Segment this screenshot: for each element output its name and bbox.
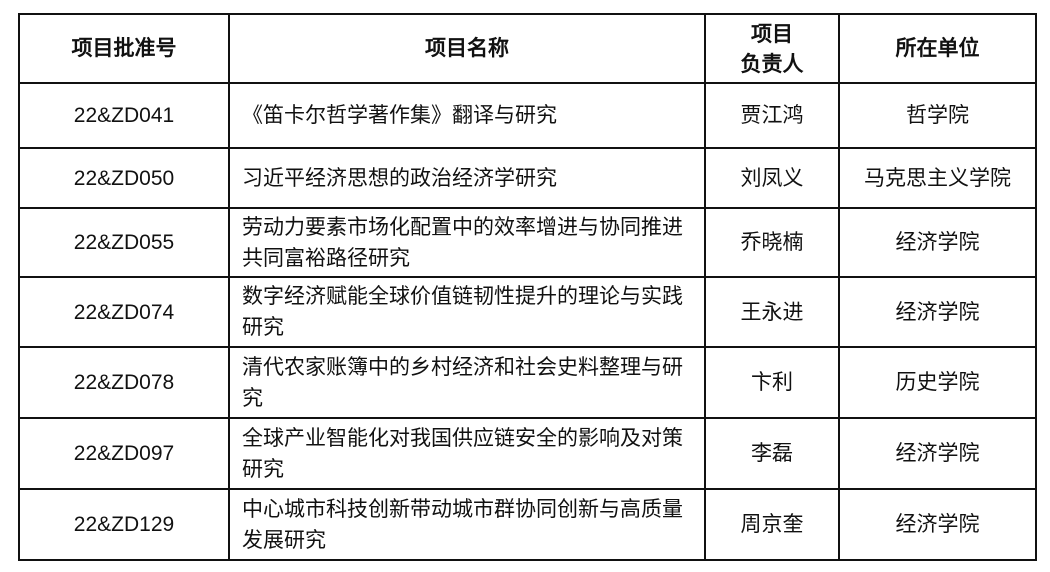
header-name: 项目名称 [228, 13, 706, 84]
table-row: 22&ZD074 数字经济赋能全球价值链韧性提升的理论与实践研究 王永进 经济学院 [18, 276, 1037, 348]
cell-name: 数字经济赋能全球价值链韧性提升的理论与实践研究 [228, 276, 706, 348]
cell-leader: 乔晓楠 [704, 207, 840, 278]
cell-name: 劳动力要素市场化配置中的效率增进与协同推进共同富裕路径研究 [228, 207, 706, 278]
cell-name: 中心城市科技创新带动城市群协同创新与高质量发展研究 [228, 488, 706, 561]
cell-unit: 经济学院 [838, 276, 1037, 348]
header-row: 项目批准号 项目名称 项目 负责人 所在单位 [18, 13, 1037, 84]
cell-name: 习近平经济思想的政治经济学研究 [228, 147, 706, 209]
table-row: 22&ZD097 全球产业智能化对我国供应链安全的影响及对策研究 李磊 经济学院 [18, 417, 1037, 490]
cell-unit: 经济学院 [838, 207, 1037, 278]
cell-code: 22&ZD097 [18, 417, 230, 490]
header-code: 项目批准号 [18, 13, 230, 84]
cell-leader: 周京奎 [704, 488, 840, 561]
header-leader: 项目 负责人 [704, 13, 840, 84]
table-row: 22&ZD129 中心城市科技创新带动城市群协同创新与高质量发展研究 周京奎 经济学院 [18, 488, 1037, 561]
cell-code: 22&ZD129 [18, 488, 230, 561]
cell-leader: 李磊 [704, 417, 840, 490]
cell-name: 清代农家账簿中的乡村经济和社会史料整理与研究 [228, 346, 706, 419]
cell-code: 22&ZD074 [18, 276, 230, 348]
header-unit: 所在单位 [838, 13, 1037, 84]
cell-unit: 历史学院 [838, 346, 1037, 419]
table-row: 22&ZD041 《笛卡尔哲学著作集》翻译与研究 贾江鸿 哲学院 [18, 82, 1037, 149]
projects-table: 项目批准号 项目名称 项目 负责人 所在单位 22&ZD041 《笛卡尔哲学著作集… [18, 13, 1037, 561]
cell-unit: 马克思主义学院 [838, 147, 1037, 209]
table-row: 22&ZD078 清代农家账簿中的乡村经济和社会史料整理与研究 卞利 历史学院 [18, 346, 1037, 419]
cell-code: 22&ZD041 [18, 82, 230, 149]
cell-code: 22&ZD078 [18, 346, 230, 419]
cell-name: 《笛卡尔哲学著作集》翻译与研究 [228, 82, 706, 149]
cell-unit: 哲学院 [838, 82, 1037, 149]
cell-unit: 经济学院 [838, 488, 1037, 561]
cell-leader: 王永进 [704, 276, 840, 348]
cell-code: 22&ZD050 [18, 147, 230, 209]
table-row: 22&ZD050 习近平经济思想的政治经济学研究 刘凤义 马克思主义学院 [18, 147, 1037, 209]
table-row: 22&ZD055 劳动力要素市场化配置中的效率增进与协同推进共同富裕路径研究 乔晓楠… [18, 207, 1037, 278]
cell-name: 全球产业智能化对我国供应链安全的影响及对策研究 [228, 417, 706, 490]
cell-leader: 贾江鸿 [704, 82, 840, 149]
cell-leader: 刘凤义 [704, 147, 840, 209]
cell-leader: 卞利 [704, 346, 840, 419]
cell-code: 22&ZD055 [18, 207, 230, 278]
cell-unit: 经济学院 [838, 417, 1037, 490]
